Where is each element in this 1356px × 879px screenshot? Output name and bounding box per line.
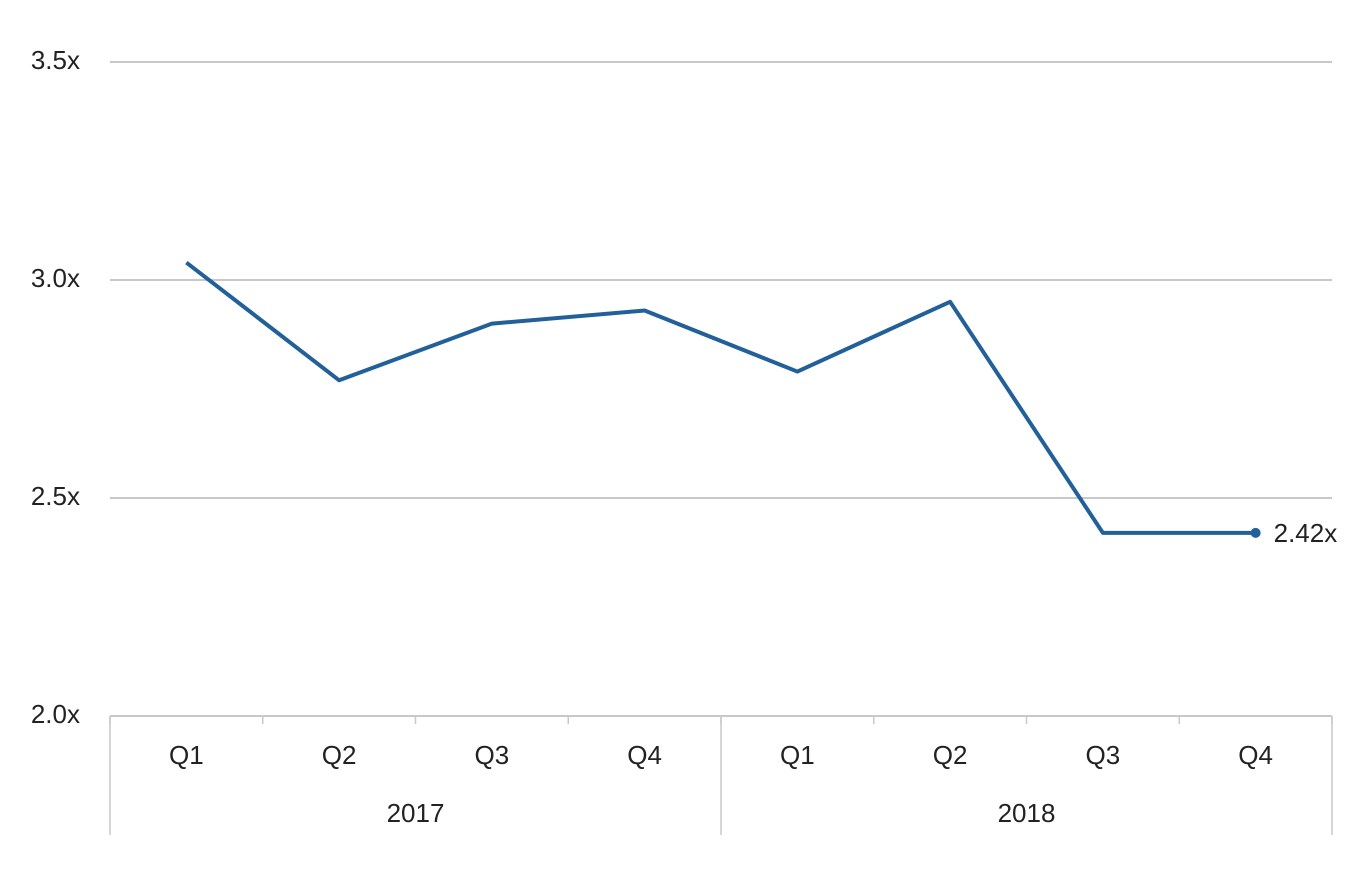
data-line xyxy=(185,260,1256,535)
group-label: 2017 xyxy=(387,798,445,828)
end-marker xyxy=(1250,527,1261,538)
x-tick-label: Q2 xyxy=(933,740,968,770)
y-tick-label: 3.5x xyxy=(31,45,80,75)
x-tick-label: Q2 xyxy=(322,740,357,770)
x-tick-label: Q3 xyxy=(475,740,510,770)
group-label: 2018 xyxy=(998,798,1056,828)
x-tick-label: Q3 xyxy=(1086,740,1121,770)
x-tick-label: Q1 xyxy=(780,740,815,770)
y-tick-label: 2.0x xyxy=(31,699,80,729)
y-tick-label: 2.5x xyxy=(31,481,80,511)
x-tick-label: Q1 xyxy=(169,740,204,770)
y-tick-label: 3.0x xyxy=(31,263,80,293)
x-tick-label: Q4 xyxy=(627,740,662,770)
data-label: 2.42x xyxy=(1274,518,1338,548)
x-tick-label: Q4 xyxy=(1238,740,1273,770)
